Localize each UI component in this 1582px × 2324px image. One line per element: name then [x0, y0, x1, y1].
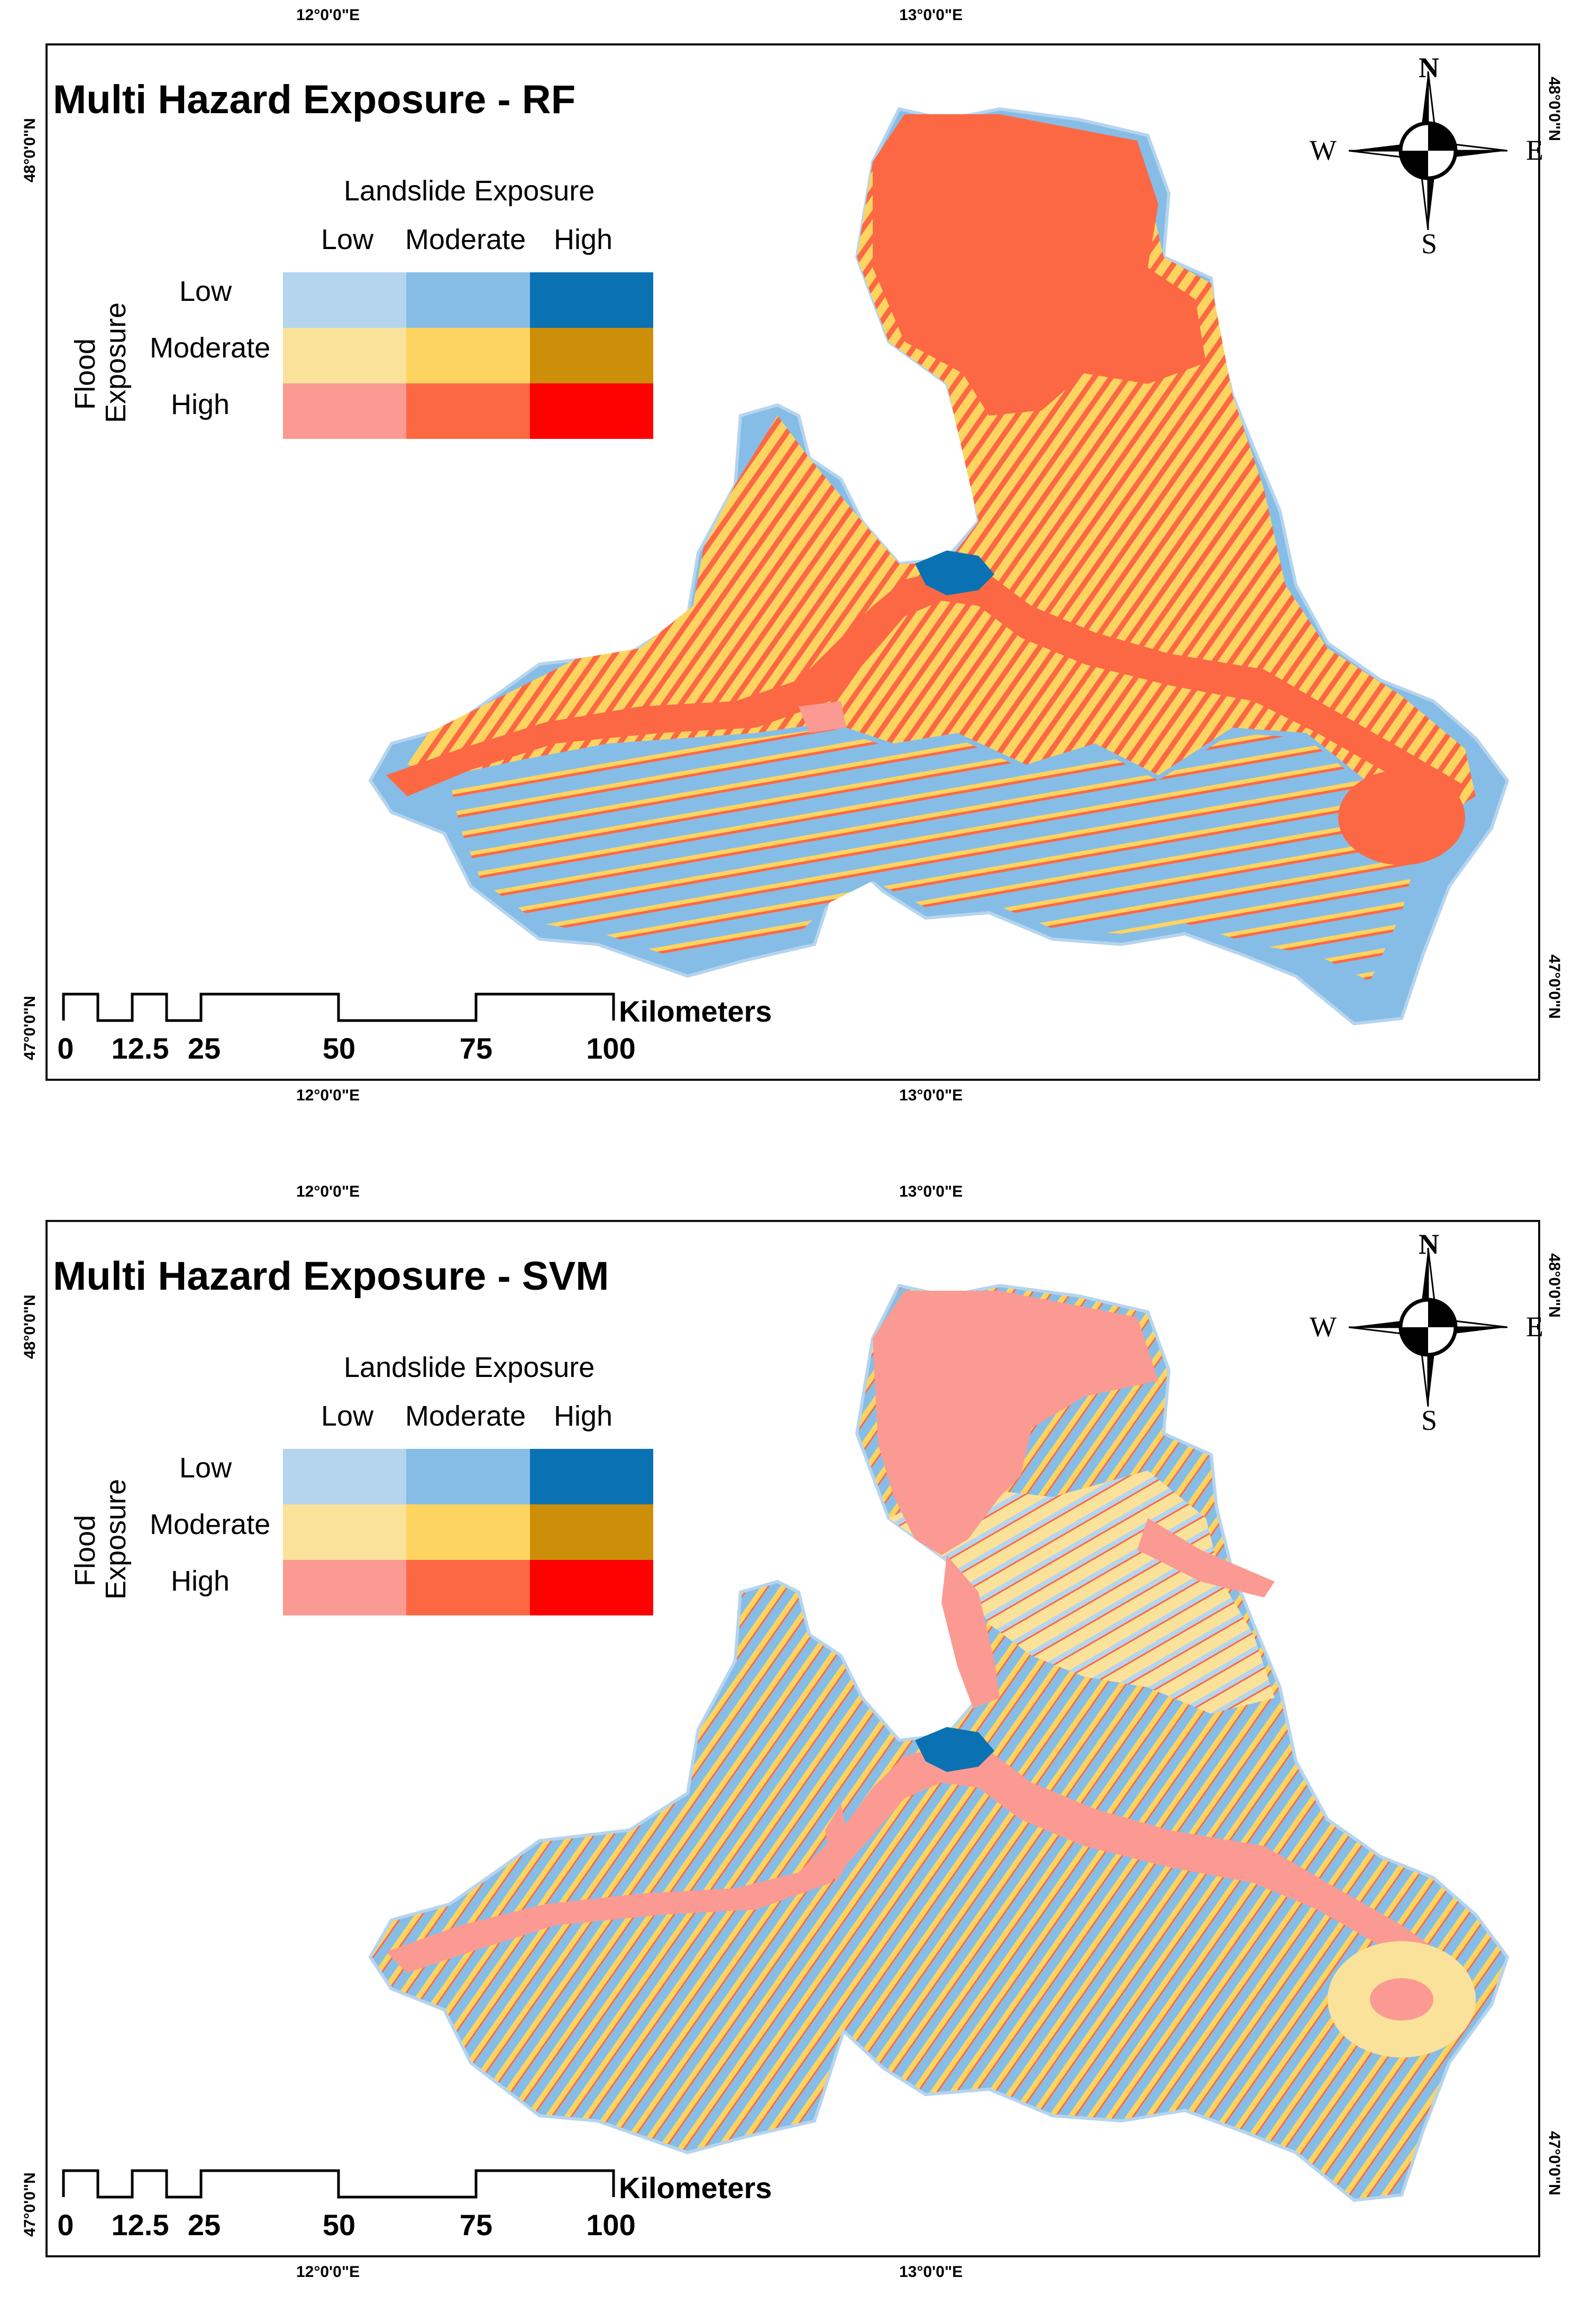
legend-flood-title-2: Exposure: [100, 1478, 132, 1600]
compass-rose-icon: [1348, 1247, 1508, 1407]
legend-cell-low-moderate: [406, 1449, 530, 1504]
scale-tick-12-5: 12.5: [111, 2208, 169, 2242]
scale-tick-100: 100: [586, 1032, 636, 1065]
lon-label-bottom-left: 12°0'0"E: [296, 1087, 360, 1104]
legend-row-low: Low: [179, 1452, 232, 1484]
legend-cell-moderate-moderate: [406, 328, 530, 383]
compass-w: W: [1310, 134, 1337, 166]
scale-tick-0: 0: [57, 2208, 74, 2242]
lon-label-bottom-right: 13°0'0"E: [899, 2263, 963, 2281]
legend-cell-high-low: [283, 1560, 407, 1615]
scale-bar-graphic: [62, 2169, 615, 2199]
legend-cell-moderate-high: [529, 1504, 653, 1560]
scale-unit: Kilometers: [619, 2171, 772, 2204]
scale-tick-25: 25: [187, 2208, 221, 2242]
scale-tick-12-5: 12.5: [111, 1032, 169, 1065]
lon-label-bottom-left: 12°0'0"E: [296, 2263, 360, 2281]
scale-tick-25: 25: [187, 1032, 221, 1065]
legend-cell-high-low: [283, 383, 407, 439]
legend-cell-moderate-low: [283, 328, 407, 383]
legend-row-moderate: Moderate: [150, 1509, 271, 1540]
map-panel-rf: 12°0'0"E 13°0'0"E 12°0'0"E 13°0'0"E 48°0…: [0, 0, 1582, 1147]
legend-flood-axis: Flood Exposure: [69, 1457, 138, 1600]
legend-cell-low-high: [529, 1449, 653, 1504]
lon-label-bottom-right: 13°0'0"E: [899, 1087, 963, 1104]
compass-e: E: [1526, 1311, 1543, 1343]
legend-color-grid: [283, 1449, 653, 1615]
bivariate-legend: Landslide Exposure Low Moderate High Low…: [69, 1351, 656, 1626]
scale-tick-100: 100: [586, 2208, 636, 2242]
legend-landslide-title: Landslide Exposure: [344, 175, 595, 207]
legend-cell-moderate-low: [283, 1504, 407, 1560]
bivariate-legend: Landslide Exposure Low Moderate High Low…: [69, 174, 656, 449]
lon-label-top-left: 12°0'0"E: [296, 1183, 360, 1200]
legend-col-moderate: Moderate: [405, 1400, 526, 1432]
legend-col-low: Low: [321, 1400, 374, 1432]
legend-flood-title-1: Flood: [69, 1514, 101, 1586]
legend-cell-high-high: [529, 383, 653, 439]
map-title: Multi Hazard Exposure - RF: [53, 77, 576, 122]
lat-label-right-bottom: 47°0'0"N: [1546, 954, 1563, 1019]
legend-cell-moderate-high: [529, 328, 653, 383]
scale-bar: 0 12.5 25 50 75 100 Kilometers: [57, 2165, 852, 2250]
legend-cell-low-moderate: [406, 272, 530, 328]
legend-cell-high-high: [529, 1560, 653, 1615]
legend-cell-low-low: [283, 272, 407, 328]
lat-label-right-top: 48°0'0"N: [1546, 77, 1563, 141]
legend-color-grid: [283, 272, 653, 439]
scale-unit: Kilometers: [619, 995, 772, 1028]
scale-tick-0: 0: [57, 1032, 74, 1065]
map-frame: [45, 1220, 1540, 2257]
legend-row-low: Low: [179, 275, 232, 307]
scale-tick-75: 75: [459, 2208, 493, 2242]
scale-bar: 0 12.5 25 50 75 100 Kilometers: [57, 989, 852, 1073]
legend-row-moderate: Moderate: [150, 332, 271, 364]
legend-landslide-title: Landslide Exposure: [344, 1352, 595, 1383]
legend-cell-low-high: [529, 272, 653, 328]
lat-label-left-bottom: 47°0'0"N: [21, 2172, 39, 2237]
legend-col-moderate: Moderate: [405, 224, 526, 255]
compass-n: N: [1419, 1228, 1439, 1260]
legend-row-high: High: [171, 389, 230, 420]
north-arrow: N S W E: [1310, 1228, 1544, 1438]
legend-flood-title-2: Exposure: [100, 302, 132, 423]
lon-label-top-right: 13°0'0"E: [899, 1183, 963, 1200]
scale-bar-graphic: [62, 993, 615, 1022]
legend-row-high: High: [171, 1565, 230, 1597]
map-title: Multi Hazard Exposure - SVM: [53, 1254, 609, 1299]
lon-label-top-left: 12°0'0"E: [296, 6, 360, 24]
scale-tick-50: 50: [322, 2208, 356, 2242]
salzburg-region-map: [368, 1283, 1510, 2202]
compass-e: E: [1526, 134, 1543, 166]
map-panel-svm: 12°0'0"E 13°0'0"E 12°0'0"E 13°0'0"E 48°0…: [0, 1177, 1582, 2324]
lon-label-top-right: 13°0'0"E: [899, 6, 963, 24]
compass-s: S: [1421, 1404, 1438, 1436]
legend-col-low: Low: [321, 224, 374, 255]
lat-label-right-bottom: 47°0'0"N: [1546, 2131, 1563, 2196]
legend-flood-title-1: Flood: [69, 338, 101, 410]
scale-tick-75: 75: [459, 1032, 493, 1065]
legend-cell-moderate-moderate: [406, 1504, 530, 1560]
legend-cell-high-moderate: [406, 1560, 530, 1615]
salzburg-region-map: [368, 107, 1510, 1026]
map-frame: [45, 43, 1540, 1081]
compass-n: N: [1419, 52, 1439, 84]
compass-rose-icon: [1348, 71, 1508, 231]
compass-s: S: [1421, 228, 1438, 260]
legend-col-high: High: [554, 1400, 613, 1432]
legend-flood-axis: Flood Exposure: [69, 280, 138, 423]
lat-label-left-bottom: 47°0'0"N: [21, 996, 39, 1060]
legend-cell-high-moderate: [406, 383, 530, 439]
scale-tick-50: 50: [322, 1032, 356, 1065]
legend-col-high: High: [554, 224, 613, 255]
north-arrow: N S W E: [1310, 52, 1544, 262]
lat-label-left-top: 48°0'0"N: [21, 118, 39, 182]
lat-label-right-top: 48°0'0"N: [1546, 1253, 1563, 1318]
legend-cell-low-low: [283, 1449, 407, 1504]
lat-label-left-top: 48°0'0"N: [21, 1294, 39, 1359]
compass-w: W: [1310, 1311, 1337, 1343]
